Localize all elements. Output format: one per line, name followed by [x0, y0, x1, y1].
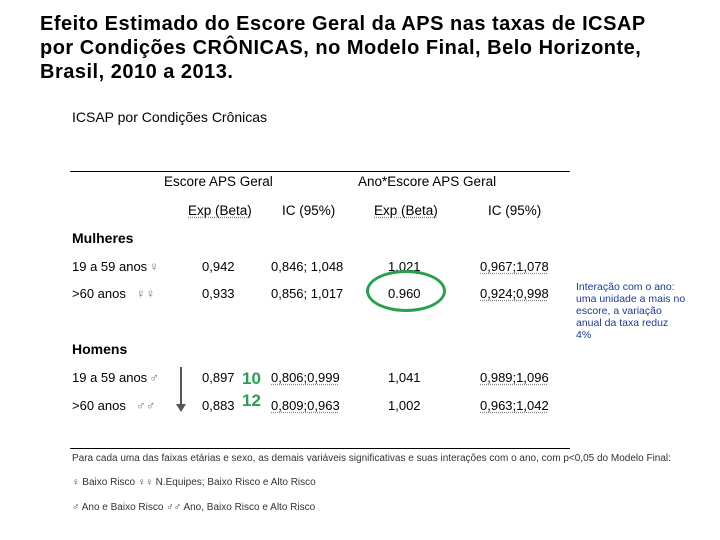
- table-cell: 1,041: [388, 370, 421, 385]
- table-cell: 0,806;0,999: [271, 370, 340, 385]
- row-label: 19 a 59 anos ♀: [72, 259, 159, 274]
- table-heading: ICSAP por Condições Crônicas: [72, 109, 268, 125]
- row-label: >60 anos ♂♂: [72, 398, 155, 413]
- column-header-exp-beta-2: Exp (Beta): [374, 203, 438, 218]
- female-symbol-icon: ♀: [149, 259, 159, 274]
- table-cell: 0,963;1,042: [480, 398, 549, 413]
- table-cell: 0,989;1,096: [480, 370, 549, 385]
- table-cell: 0,809;0,963: [271, 398, 340, 413]
- table-cell: 0,933: [202, 286, 235, 301]
- group-label-men: Homens: [72, 341, 128, 357]
- table-cell: 0,967;1,078: [480, 259, 549, 274]
- row-label: 19 a 59 anos ♂: [72, 370, 159, 385]
- group-header-ano-escore: Ano*Escore APS Geral: [358, 174, 497, 189]
- column-header-ic-1: IC (95%): [282, 203, 336, 218]
- male-symbol-icon: ♂: [149, 370, 159, 385]
- footnote: ♂ Ano e Baixo Risco ♂♂ Ano, Baixo Risco …: [72, 502, 316, 513]
- slide-title: Efeito Estimado do Escore Geral da APS n…: [40, 13, 646, 83]
- row-label-text: >60 anos: [72, 398, 126, 413]
- table-top-rule: [70, 171, 570, 172]
- down-arrow-icon: [176, 404, 186, 412]
- row-label-text: 19 a 59 anos: [72, 259, 148, 274]
- table-cell: 0,897: [202, 370, 235, 385]
- highlight-number: 12: [242, 391, 261, 410]
- row-label-text: 19 a 59 anos: [72, 370, 148, 385]
- male-pair-symbol-icon: ♂♂: [135, 398, 156, 413]
- footnote: ♀ Baixo Risco ♀♀ N.Equipes; Baixo Risco …: [72, 477, 316, 488]
- row-label: >60 anos ♀♀: [72, 286, 155, 301]
- female-pair-symbol-icon: ♀♀: [135, 286, 156, 301]
- row-label-text: >60 anos: [72, 286, 126, 301]
- side-note: Interação com o ano: uma unidade a mais …: [576, 281, 686, 341]
- group-header-escore: Escore APS Geral: [164, 174, 273, 189]
- table-cell: 0,924;0,998: [480, 286, 549, 301]
- table-cell: 0,883: [202, 398, 235, 413]
- table-bottom-rule: [70, 448, 570, 449]
- table-cell: 0,942: [202, 259, 235, 274]
- table-cell: 0,856; 1,017: [271, 286, 344, 301]
- group-label-women: Mulheres: [72, 230, 134, 246]
- column-header-ic-2: IC (95%): [488, 203, 542, 218]
- highlight-number: 10: [242, 369, 261, 388]
- column-header-exp-beta-1: Exp (Beta): [188, 203, 252, 218]
- table-cell: 0,846; 1,048: [271, 259, 344, 274]
- highlight-oval: [366, 270, 446, 312]
- footnote: Para cada uma das faixas etárias e sexo,…: [72, 453, 671, 464]
- table-cell: 1,002: [388, 398, 421, 413]
- down-arrow-line: [180, 367, 182, 407]
